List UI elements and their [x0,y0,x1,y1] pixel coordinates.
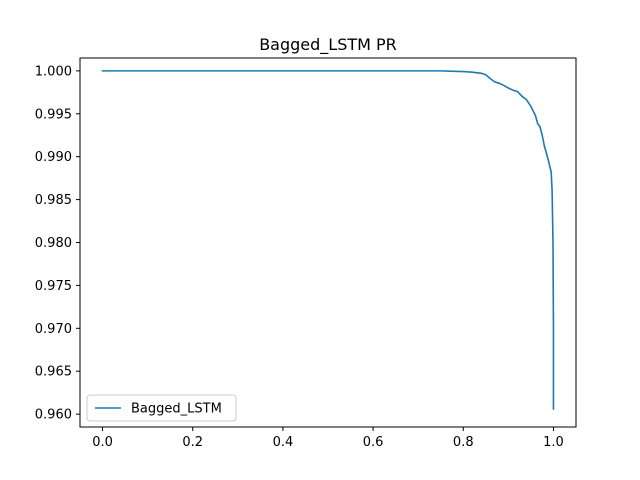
y-tick-label: 1.000 [35,64,72,79]
y-tick-label: 0.985 [35,193,72,208]
legend-box [86,394,237,422]
y-tick-label: 0.995 [35,107,72,122]
x-tick-label: 0.6 [363,435,384,450]
y-tick-label: 0.975 [35,279,72,294]
y-axis: 0.960 0.965 0.970 0.975 0.980 0.985 0.990 0.995… [35,64,80,423]
x-tick-label: 0.0 [92,435,113,450]
y-tick-label: 0.960 [35,408,72,423]
legend-label-0: Bagged_LSTM [131,402,222,417]
legend: Bagged_LSTM [86,394,237,422]
x-tick-label: 0.4 [273,435,294,450]
x-tick-label: 0.2 [182,435,203,450]
series-line-0 [101,70,555,410]
x-tick-label: 0.8 [453,435,474,450]
plot-area [101,70,555,410]
y-tick-label: 0.965 [35,365,72,380]
x-axis: 0.0 0.2 0.4 0.6 0.8 1.0 [92,427,564,450]
y-tick-label: 0.980 [35,236,72,251]
chart-title: Bagged_LSTM PR [259,35,397,55]
y-tick-label: 0.970 [35,322,72,337]
y-tick-label: 0.990 [35,150,72,165]
x-tick-label: 1.0 [543,435,564,450]
